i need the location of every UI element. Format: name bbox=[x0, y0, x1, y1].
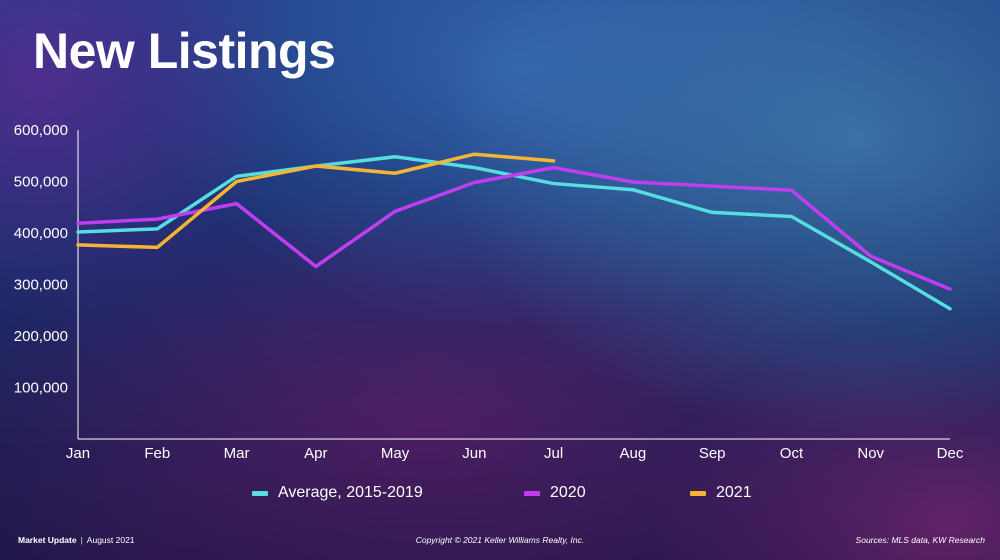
x-tick-label: Jun bbox=[462, 445, 486, 462]
x-tick-label: Sep bbox=[699, 445, 726, 462]
legend-item-2020: 2020 bbox=[524, 484, 586, 502]
y-tick-label: 400,000 bbox=[14, 225, 68, 242]
series-line-2020 bbox=[76, 165, 952, 291]
x-tick-label: Oct bbox=[780, 445, 804, 462]
legend-item-average: Average, 2015-2019 bbox=[252, 484, 423, 502]
x-tick-label: Aug bbox=[620, 445, 647, 462]
legend-label-average: Average, 2015-2019 bbox=[278, 484, 423, 501]
x-tick-label: Feb bbox=[144, 445, 170, 462]
x-tick-label: Apr bbox=[304, 445, 327, 462]
x-tick-label: May bbox=[381, 445, 410, 462]
y-tick-label: 300,000 bbox=[14, 277, 68, 294]
footer-market-update-label: Market Update bbox=[18, 535, 77, 545]
chart-legend: Average, 2015-2019 2020 2021 bbox=[0, 484, 1000, 506]
footer-market-update: Market Update | August 2021 bbox=[18, 535, 135, 545]
y-tick-label: 600,000 bbox=[14, 122, 68, 139]
footer-separator: | bbox=[80, 535, 83, 545]
series-line-2021 bbox=[76, 152, 556, 250]
x-tick-label: Jul bbox=[544, 445, 563, 462]
x-tick-label: Mar bbox=[224, 445, 250, 462]
x-tick-label: Jan bbox=[66, 445, 90, 462]
legend-swatch-2021 bbox=[690, 490, 706, 496]
footer-sources: Sources: MLS data, KW Research bbox=[855, 535, 985, 545]
x-tick-label: Nov bbox=[857, 445, 884, 462]
x-tick-labels: Jan Feb Mar Apr May Jun Jul Aug Sep Oct Nov Dec bbox=[66, 445, 964, 462]
footer-date: August 2021 bbox=[86, 535, 135, 545]
legend-swatch-average bbox=[252, 490, 268, 496]
legend-label-2021: 2021 bbox=[716, 484, 752, 501]
legend-label-2020: 2020 bbox=[550, 484, 586, 501]
legend-swatch-2020 bbox=[524, 490, 540, 496]
legend-item-2021: 2021 bbox=[690, 484, 752, 502]
y-tick-label: 500,000 bbox=[14, 174, 68, 191]
series-line-average bbox=[76, 155, 952, 311]
y-tick-labels: 100,000 200,000 300,000 400,000 500,000 600,0… bbox=[14, 122, 68, 397]
y-tick-label: 200,000 bbox=[14, 328, 68, 345]
line-chart: 100,000 200,000 300,000 400,000 500,000 600,0… bbox=[14, 122, 964, 462]
series-lines bbox=[76, 152, 952, 311]
y-tick-label: 100,000 bbox=[14, 380, 68, 397]
x-tick-label: Dec bbox=[937, 445, 964, 462]
footer-copyright: Copyright © 2021 Keller Williams Realty,… bbox=[415, 535, 585, 545]
page-title: New Listings bbox=[33, 23, 336, 79]
